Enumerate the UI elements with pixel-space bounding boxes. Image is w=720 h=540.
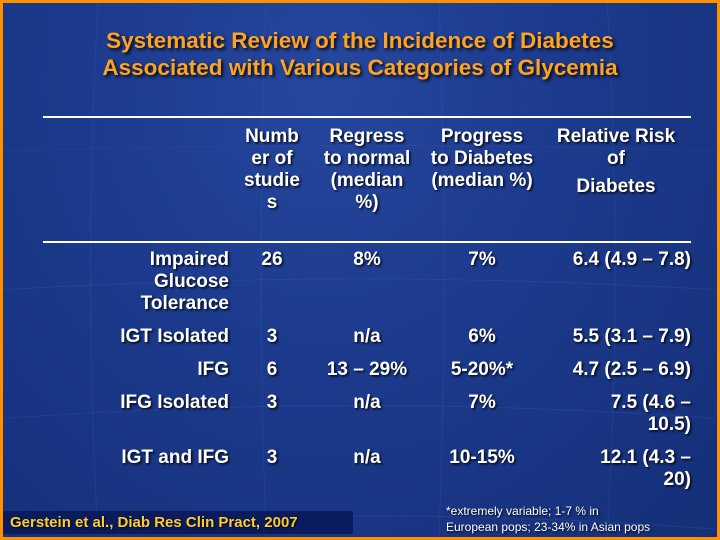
table-row-igt: Impaired Glucose Tolerance 26 8% 7% 6.4 …	[43, 249, 691, 315]
footnote-line2: European pops; 23-34% in Asian pops	[446, 520, 651, 534]
row-label: IFG Isolated	[120, 392, 229, 413]
studies-value: 6	[266, 359, 278, 380]
header-relative-risk: Relative Risk of Diabetes	[541, 126, 691, 241]
citation-text: Gerstein et al., Diab Res Clin Pract, 20…	[10, 514, 298, 531]
slide-title: Systematic Review of the Incidence of Di…	[3, 27, 717, 81]
slide-title-line2: Associated with Various Categories of Gl…	[102, 55, 618, 80]
header-relative-risk-line1: Relative Risk of	[556, 126, 676, 169]
header-progress-to-diabetes: Progress to Diabetes (median %)	[430, 126, 534, 191]
studies-value: 3	[266, 326, 278, 347]
risk-value: 12.1 (4.3 – 20)	[600, 447, 691, 490]
header-regress-to-normal: Regress to normal (median %)	[323, 126, 411, 213]
table-row-ifg: IFG 6 13 – 29% 5-20%* 4.7 (2.5 – 6.9)	[43, 359, 691, 381]
regress-value: n/a	[353, 447, 381, 468]
regress-value: 8%	[353, 249, 381, 270]
header-number-of-studies: Number of studies	[244, 126, 300, 213]
risk-value: 6.4 (4.9 – 7.8)	[572, 249, 691, 270]
progress-value: 7%	[468, 249, 496, 270]
regress-value: n/a	[353, 326, 381, 347]
header-relative-risk-line2: Diabetes	[576, 176, 656, 197]
progress-value: 10-15%	[449, 447, 515, 468]
row-label: IGT and IFG	[121, 447, 229, 468]
studies-value: 3	[266, 392, 278, 413]
regress-value: n/a	[353, 392, 381, 413]
header-row-label	[43, 126, 233, 241]
footnote: *extremely variable; 1-7 % in European p…	[446, 503, 650, 535]
table-row-igt-isolated: IGT Isolated 3 n/a 6% 5.5 (3.1 – 7.9)	[43, 326, 691, 348]
progress-value: 6%	[468, 326, 496, 347]
row-label: Impaired Glucose Tolerance	[140, 249, 229, 314]
footnote-line1: *extremely variable; 1-7 % in	[446, 504, 599, 518]
risk-value: 4.7 (2.5 – 6.9)	[572, 359, 691, 380]
table-row-ifg-isolated: IFG Isolated 3 n/a 7% 7.5 (4.6 – 10.5)	[43, 392, 691, 436]
row-label: IGT Isolated	[120, 326, 229, 347]
regress-value: 13 – 29%	[326, 359, 408, 380]
progress-value: 7%	[468, 392, 496, 413]
slide-title-line1: Systematic Review of the Incidence of Di…	[106, 28, 614, 53]
risk-value: 5.5 (3.1 – 7.9)	[572, 326, 691, 347]
progress-value: 5-20%*	[450, 359, 514, 380]
table-header-row: Number of studies Regress to normal (med…	[43, 116, 691, 243]
table-row-igt-and-ifg: IGT and IFG 3 n/a 10-15% 12.1 (4.3 – 20)	[43, 447, 691, 491]
citation-bar: Gerstein et al., Diab Res Clin Pract, 20…	[3, 511, 353, 534]
row-label: IFG	[197, 359, 229, 380]
studies-value: 26	[261, 249, 283, 270]
studies-value: 3	[266, 447, 278, 468]
risk-value: 7.5 (4.6 – 10.5)	[610, 392, 691, 435]
table-body: Impaired Glucose Tolerance 26 8% 7% 6.4 …	[43, 249, 691, 491]
results-table: Number of studies Regress to normal (med…	[43, 116, 691, 502]
